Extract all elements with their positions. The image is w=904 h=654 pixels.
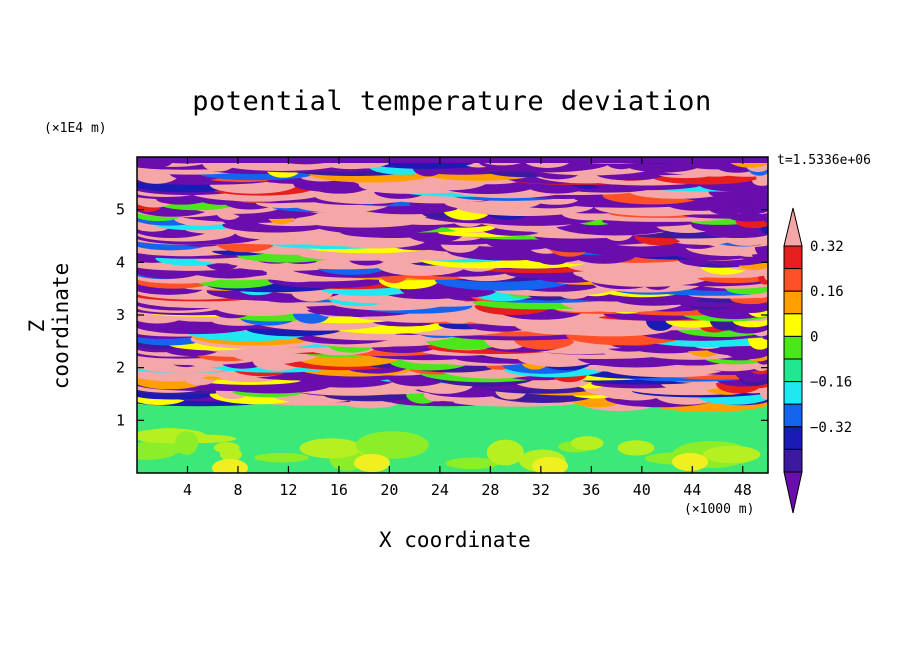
colorbar: 0.32 0.16 0 −0.16 −0.32 (783, 207, 852, 514)
field-patch (570, 436, 604, 451)
field-patch (137, 442, 178, 460)
y-tick-label: 4 (116, 253, 125, 271)
colorbar-tick-label: 0.32 (810, 239, 844, 255)
field-patch (355, 431, 429, 459)
colorbar-box (783, 268, 803, 292)
field-patch (299, 438, 363, 459)
x-ticks: 4 8 12 16 20 24 28 32 36 40 44 48 (183, 157, 752, 499)
x-unit-label: (×1000 m) (684, 502, 755, 517)
colorbar-box (783, 381, 803, 405)
x-tick-label: 40 (633, 481, 651, 499)
colorbar-box (783, 426, 803, 450)
chart-title: potential temperature deviation (192, 86, 712, 117)
colorbar-box (783, 313, 803, 337)
colorbar-box (783, 358, 803, 383)
y-tick-label: 3 (116, 306, 125, 324)
field-patch (672, 453, 708, 471)
x-tick-label: 44 (683, 481, 701, 499)
field-patch (212, 459, 248, 473)
field-patch (354, 454, 390, 472)
x-tick-label: 36 (582, 481, 600, 499)
colorbar-tick-label: 0.16 (810, 284, 844, 300)
field-top (137, 157, 768, 163)
colorbar-tick-label: 0 (810, 329, 818, 345)
y-ticks: 1 2 3 4 5 (116, 201, 768, 429)
x-tick-label: 4 (183, 481, 192, 499)
colorbar-box (783, 403, 803, 428)
colorbar-box (783, 245, 803, 270)
x-tick-label: 12 (279, 481, 297, 499)
field-patch (175, 431, 199, 455)
y-tick-label: 1 (116, 411, 125, 429)
field-patch (213, 442, 240, 454)
x-axis-label: X coordinate (379, 528, 531, 552)
x-tick-label: 20 (380, 481, 398, 499)
x-tick-label: 32 (532, 481, 550, 499)
colorbar-box (783, 335, 803, 360)
colorbar-extend-min (783, 471, 803, 514)
y-tick-label: 5 (116, 201, 125, 219)
y-unit-label: (×1E4 m) (44, 121, 107, 136)
field-layer (137, 157, 768, 473)
x-tick-label: 8 (233, 481, 242, 499)
time-label: t=1.5336e+06 (777, 153, 871, 168)
field-patch (702, 445, 761, 464)
x-tick-label: 28 (481, 481, 499, 499)
colorbar-box (783, 290, 803, 315)
x-tick-label: 24 (431, 481, 449, 499)
colorbar-box (783, 448, 803, 473)
field-patch (254, 452, 309, 463)
field-patch (617, 440, 655, 456)
x-tick-label: 16 (330, 481, 348, 499)
y-tick-label: 2 (116, 359, 125, 377)
colorbar-extend-max (783, 207, 803, 247)
field-patch (486, 439, 524, 466)
colorbar-tick-label: −0.32 (810, 420, 852, 436)
colorbar-tick-label: −0.16 (810, 375, 852, 391)
x-tick-label: 48 (734, 481, 752, 499)
field-patch (445, 457, 500, 470)
